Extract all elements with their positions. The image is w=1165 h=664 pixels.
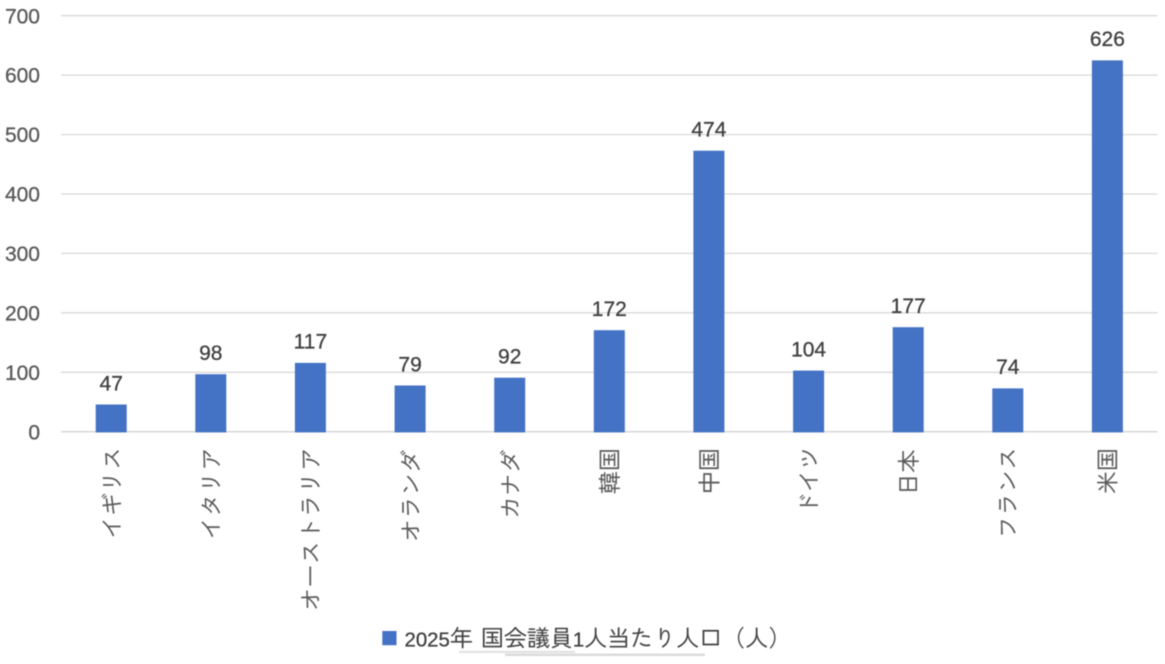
svg-text:474: 474 bbox=[691, 119, 726, 142]
svg-text:104: 104 bbox=[791, 338, 826, 361]
svg-text:700: 700 bbox=[5, 5, 40, 28]
svg-text:500: 500 bbox=[5, 124, 40, 147]
svg-text:100: 100 bbox=[5, 362, 40, 385]
svg-text:47: 47 bbox=[100, 372, 123, 395]
svg-text:172: 172 bbox=[592, 298, 627, 321]
svg-text:92: 92 bbox=[498, 346, 521, 369]
svg-text:400: 400 bbox=[5, 184, 40, 207]
svg-text:177: 177 bbox=[891, 295, 926, 318]
svg-text:300: 300 bbox=[5, 243, 40, 266]
svg-text:600: 600 bbox=[5, 65, 40, 88]
svg-text:200: 200 bbox=[5, 302, 40, 325]
svg-text:0: 0 bbox=[28, 421, 40, 444]
svg-text:2025: 2025 bbox=[405, 629, 450, 651]
svg-text:79: 79 bbox=[398, 353, 421, 376]
svg-text:1: 1 bbox=[573, 629, 584, 651]
svg-text:626: 626 bbox=[1090, 28, 1125, 51]
svg-text:74: 74 bbox=[996, 356, 1020, 379]
svg-text:98: 98 bbox=[199, 342, 222, 365]
svg-text:117: 117 bbox=[294, 331, 327, 354]
